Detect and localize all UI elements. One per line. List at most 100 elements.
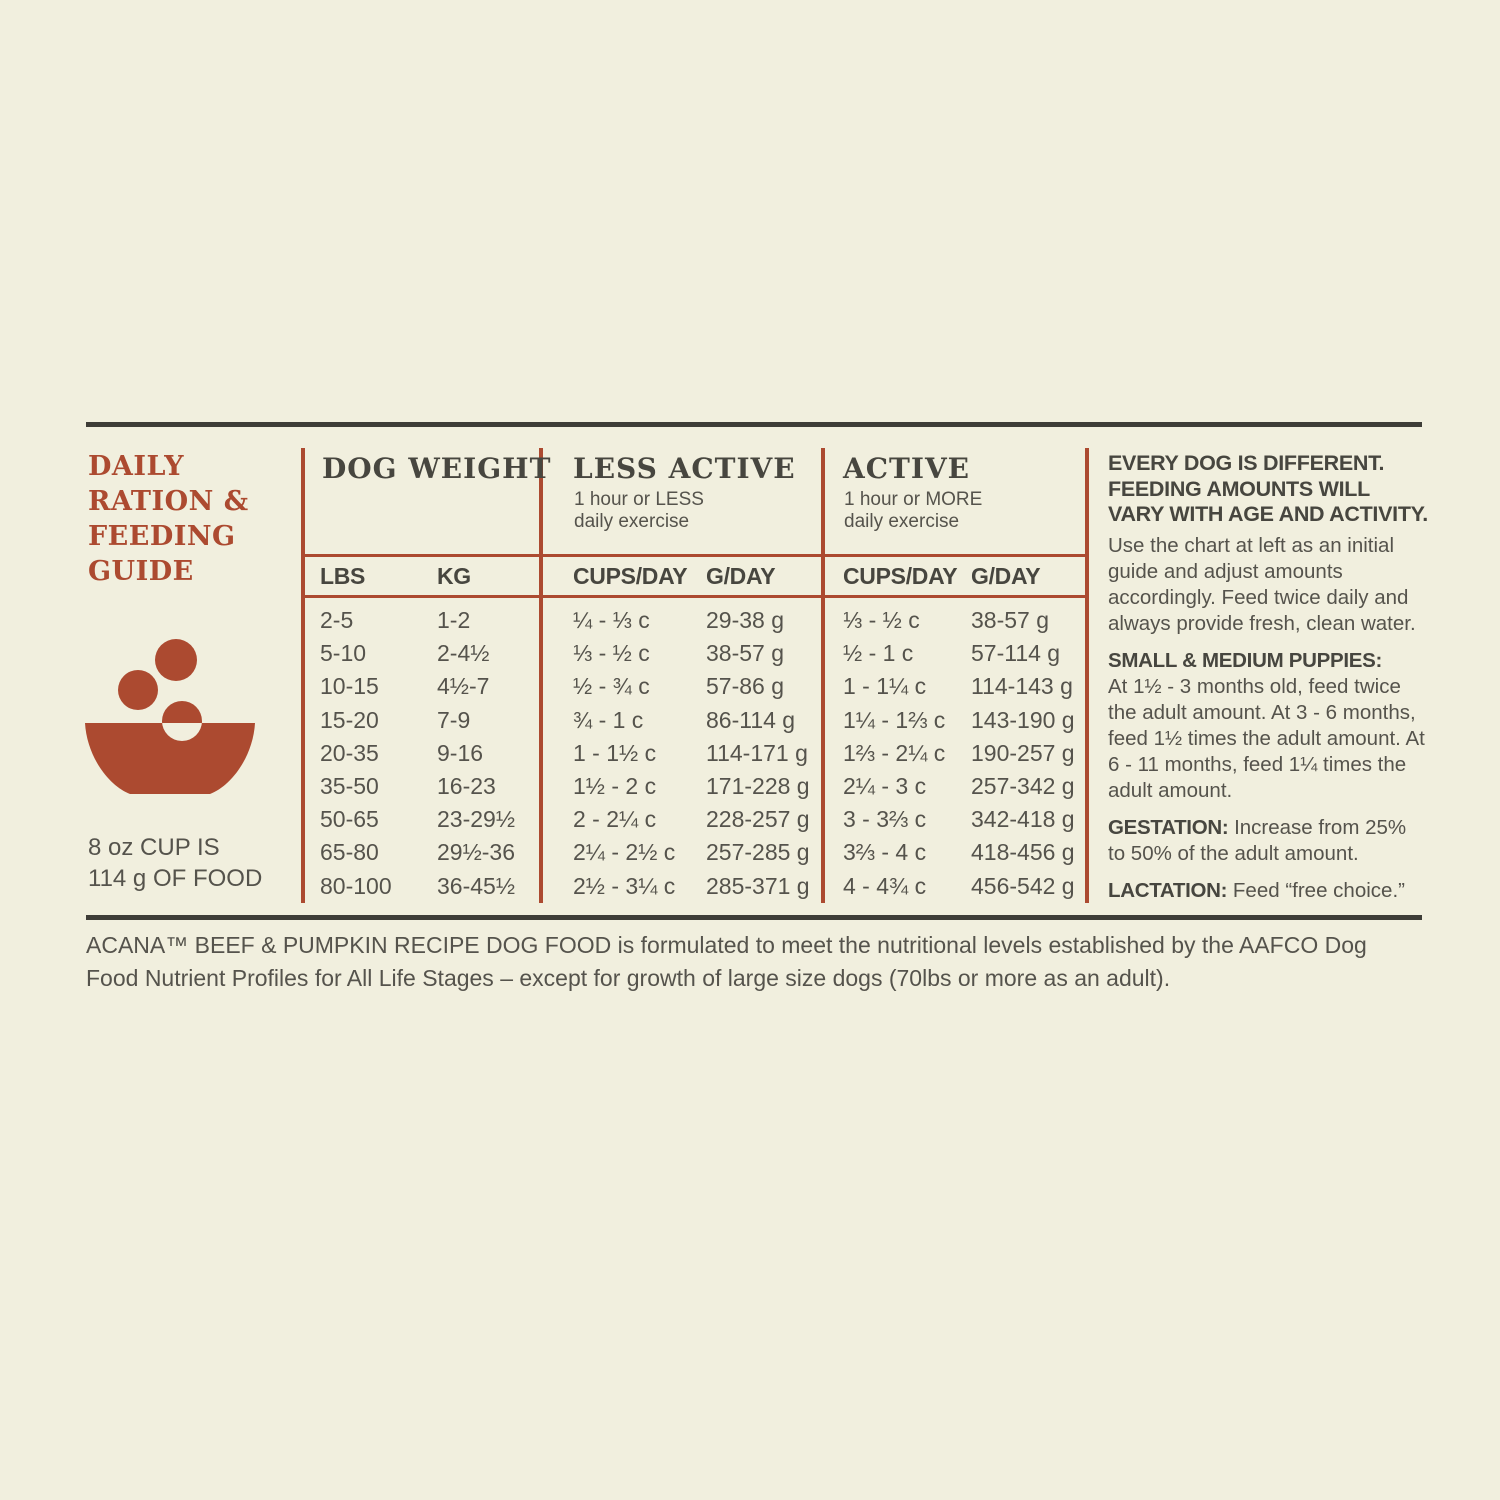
table-cell-kg: 2-4½: [437, 640, 490, 667]
table-row: 1⅔ - 2¼ c 190-257 g: [843, 737, 1083, 770]
table-cell-la_cups: ⅓ - ½ c: [573, 640, 650, 667]
table-cell-a_g: 38-57 g: [971, 607, 1050, 634]
table-cell-la_cups: 2½ - 3¼ c: [573, 872, 676, 899]
guide-title: DAILY RATION & FEEDING GUIDE: [88, 451, 249, 587]
lactation-text: Feed “free choice.”: [1227, 878, 1405, 902]
table-row: 3 - 3⅔ c 342-418 g: [843, 803, 1083, 836]
table-cell-kg: 36-45½: [437, 872, 516, 899]
table-row: 5-10 2-4½: [320, 637, 538, 670]
active-subtitle2: daily exercise: [844, 511, 960, 532]
col-header-g-day: G/DAY: [971, 562, 1041, 589]
table-row: 20-35 9-16: [320, 737, 538, 770]
less-active-subheaders: CUPS/DAY G/DAY: [573, 556, 819, 596]
table-cell-a_g: 342-418 g: [971, 806, 1075, 833]
active-header: ACTIVE: [843, 452, 971, 485]
top-divider-rule: [86, 422, 1422, 427]
table-cell-a_cups: 3 - 3⅔ c: [843, 806, 927, 833]
table-cell-lbs: 5-10: [320, 640, 367, 667]
table-row: 1 - 1¼ c 114-143 g: [843, 670, 1083, 703]
col-header-cups-day: CUPS/DAY: [843, 562, 958, 589]
table-cell-kg: 29½-36: [437, 839, 516, 866]
table-cell-lbs: 2-5: [320, 607, 354, 634]
table-cell-a_g: 114-143 g: [971, 673, 1073, 700]
col-header-kg: KG: [437, 562, 471, 589]
table-cell-lbs: 20-35: [320, 739, 379, 766]
table-cell-a_cups: ½ - 1 c: [843, 640, 914, 667]
table-cell-a_cups: 1 - 1¼ c: [843, 673, 927, 700]
table-row: 35-50 16-23: [320, 770, 538, 803]
table-cell-la_cups: ¾ - 1 c: [573, 706, 644, 733]
table-row: 80-100 36-45½: [320, 870, 538, 903]
table-row: 2-5 1-2: [320, 604, 538, 637]
less-active-header: LESS ACTIVE: [573, 452, 796, 485]
dog-weight-subheaders: LBS KG: [320, 556, 538, 596]
table-row: 1¼ - 1⅔ c 143-190 g: [843, 704, 1083, 737]
table-cell-a_g: 257-342 g: [971, 773, 1075, 800]
table-row: ¼ - ⅓ c 29-38 g: [573, 604, 819, 637]
table-cell-a_cups: 4 - 4¾ c: [843, 872, 927, 899]
table-row: ⅓ - ½ c 38-57 g: [573, 637, 819, 670]
table-row: 50-65 23-29½: [320, 803, 538, 836]
table-cell-lbs: 35-50: [320, 773, 379, 800]
table-row: 65-80 29½-36: [320, 836, 538, 869]
table-cell-la_g: 57-86 g: [706, 673, 785, 700]
less-active-subtitle1: 1 hour or LESS: [574, 489, 704, 510]
active-subheaders: CUPS/DAY G/DAY: [843, 556, 1083, 596]
table-cell-a_g: 143-190 g: [971, 706, 1075, 733]
active-subtitle1: 1 hour or MORE: [844, 489, 983, 510]
table-cell-kg: 1-2: [437, 607, 471, 634]
table-row: 10-15 4½-7: [320, 670, 538, 703]
table-cell-la_g: 171-228 g: [706, 773, 810, 800]
table-cell-la_g: 114-171 g: [706, 739, 808, 766]
table-cell-lbs: 50-65: [320, 806, 379, 833]
dog-food-bowl-icon: [85, 636, 255, 801]
table-cell-la_cups: 2¼ - 2½ c: [573, 839, 676, 866]
table-cell-la_g: 257-285 g: [706, 839, 810, 866]
bottom-divider-rule: [86, 915, 1422, 920]
table-cell-kg: 23-29½: [437, 806, 516, 833]
info-heading: EVERY DOG IS DIFFERENT. FEEDING AMOUNTS …: [1108, 451, 1428, 526]
table-row: 1 - 1½ c 114-171 g: [573, 737, 819, 770]
table-cell-la_cups: 1 - 1½ c: [573, 739, 657, 766]
table-cell-a_cups: 1⅔ - 2¼ c: [843, 739, 946, 766]
table-cell-la_cups: 2 - 2¼ c: [573, 806, 657, 833]
table-row: ⅓ - ½ c 38-57 g: [843, 604, 1083, 637]
puppies-text: At 1½ - 3 months old, feed twice the adu…: [1108, 674, 1425, 802]
lactation-section: LACTATION: Feed “free choice.”: [1108, 878, 1428, 904]
table-cell-a_g: 190-257 g: [971, 739, 1075, 766]
table-row: ½ - ¾ c 57-86 g: [573, 670, 819, 703]
table-cell-a_cups: 1¼ - 1⅔ c: [843, 706, 946, 733]
table-cell-la_g: 38-57 g: [706, 640, 785, 667]
dog-weight-header: DOG WEIGHT: [322, 452, 552, 485]
active-rows: ⅓ - ½ c 38-57 g ½ - 1 c 57-114 g 1 - 1¼ c 114…: [843, 604, 1083, 903]
table-row: ¾ - 1 c 86-114 g: [573, 704, 819, 737]
table-cell-lbs: 65-80: [320, 839, 379, 866]
table-row: 3⅔ - 4 c 418-456 g: [843, 836, 1083, 869]
table-row: 1½ - 2 c 171-228 g: [573, 770, 819, 803]
column-divider: [1085, 448, 1089, 903]
table-cell-a_g: 456-542 g: [971, 872, 1075, 899]
puppies-label: SMALL & MEDIUM PUPPIES:: [1108, 648, 1383, 672]
table-cell-la_cups: ¼ - ⅓ c: [573, 607, 650, 634]
table-cell-la_cups: 1½ - 2 c: [573, 773, 657, 800]
dog-weight-rows: 2-5 1-2 5-10 2-4½ 10-15 4½-7 15-20 7-9 20-35 9-16…: [320, 604, 538, 903]
table-cell-la_g: 86-114 g: [706, 706, 796, 733]
table-row: ½ - 1 c 57-114 g: [843, 637, 1083, 670]
puppies-section: SMALL & MEDIUM PUPPIES: At 1½ - 3 months…: [1108, 648, 1428, 804]
table-cell-kg: 16-23: [437, 773, 496, 800]
table-row: 15-20 7-9: [320, 704, 538, 737]
table-row: 2¼ - 3 c 257-342 g: [843, 770, 1083, 803]
table-cell-lbs: 80-100: [320, 872, 392, 899]
column-divider: [539, 448, 543, 903]
table-cell-a_g: 418-456 g: [971, 839, 1075, 866]
less-active-subtitle2: daily exercise: [574, 511, 690, 532]
table-cell-kg: 9-16: [437, 739, 484, 766]
gestation-section: GESTATION: Increase from 25% to 50% of t…: [1108, 815, 1428, 867]
gestation-text: Increase from 25% to 50% of the adult am…: [1108, 815, 1407, 865]
cup-equivalence-note: 8 oz CUP IS 114 g OF FOOD: [88, 832, 262, 894]
col-header-cups-day: CUPS/DAY: [573, 562, 688, 589]
info-paragraph: Use the chart at left as an initial guid…: [1108, 533, 1416, 635]
table-cell-la_g: 285-371 g: [706, 872, 810, 899]
lactation-label: LACTATION:: [1108, 878, 1228, 902]
